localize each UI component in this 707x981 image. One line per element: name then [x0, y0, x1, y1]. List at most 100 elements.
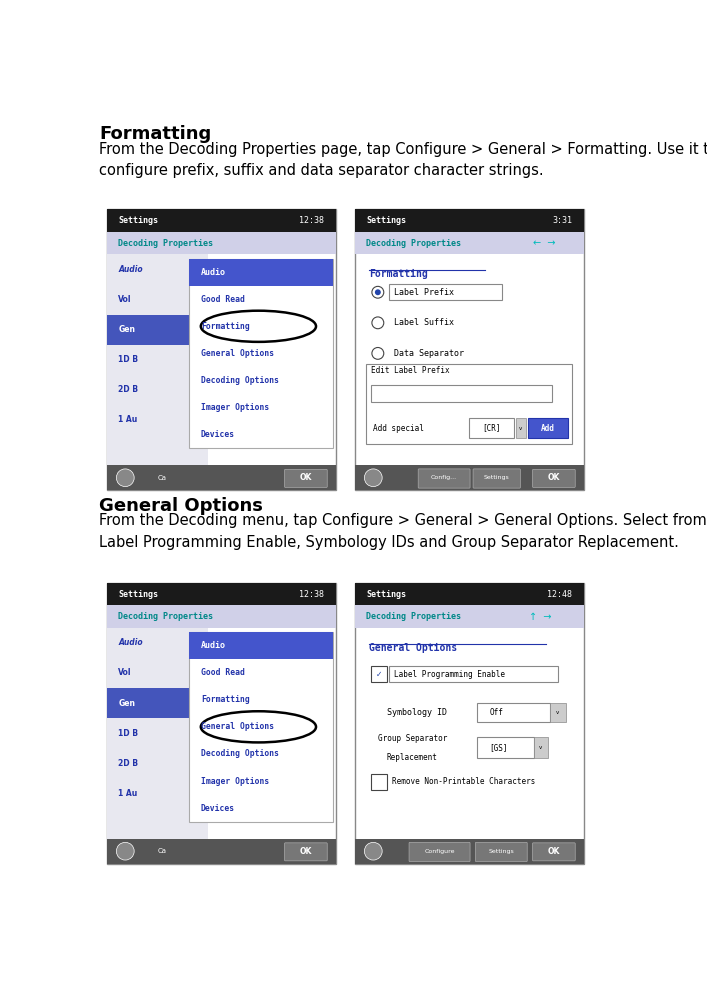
Text: Settings: Settings	[118, 590, 158, 598]
Circle shape	[375, 289, 381, 295]
Text: Formatting: Formatting	[99, 126, 211, 143]
Text: General Options: General Options	[368, 643, 457, 652]
Text: Audio: Audio	[201, 641, 226, 650]
Text: Audio: Audio	[118, 265, 143, 274]
FancyBboxPatch shape	[419, 469, 470, 489]
Text: 1 Au: 1 Au	[118, 415, 138, 425]
Bar	[107, 209, 336, 490]
Text: Gen: Gen	[118, 698, 136, 707]
Text: Imager Options: Imager Options	[201, 777, 269, 786]
Bar	[189, 632, 333, 822]
Text: ←  →: ← →	[533, 238, 556, 248]
Bar	[371, 774, 387, 790]
Text: Settings: Settings	[489, 849, 514, 853]
Text: OK: OK	[300, 473, 312, 483]
Bar	[107, 688, 208, 718]
Text: Good Read: Good Read	[201, 294, 245, 304]
Text: Settings: Settings	[484, 475, 510, 481]
FancyBboxPatch shape	[284, 469, 327, 488]
Text: 12:38: 12:38	[299, 590, 325, 598]
Bar	[189, 259, 333, 285]
Circle shape	[372, 286, 384, 298]
Bar	[189, 259, 333, 448]
Text: Decoding Properties: Decoding Properties	[118, 612, 214, 621]
Text: General Options: General Options	[99, 497, 263, 515]
Text: Config...: Config...	[431, 475, 457, 481]
Bar	[527, 418, 568, 438]
Text: 1 Au: 1 Au	[118, 789, 138, 798]
Bar	[189, 632, 333, 659]
Text: ↑  →: ↑ →	[529, 611, 551, 622]
Text: Label Prefix: Label Prefix	[394, 287, 454, 297]
Bar	[469, 418, 513, 438]
Text: Settings: Settings	[366, 216, 407, 225]
Bar	[534, 738, 548, 758]
Bar	[355, 583, 583, 864]
FancyBboxPatch shape	[409, 843, 470, 861]
Text: 2D B: 2D B	[118, 386, 139, 394]
Bar	[355, 209, 583, 232]
Text: v: v	[519, 426, 522, 431]
Text: Formatting: Formatting	[201, 696, 250, 704]
FancyBboxPatch shape	[473, 469, 520, 489]
Text: Add special: Add special	[373, 424, 424, 433]
Bar	[355, 232, 583, 254]
Text: Symbology ID: Symbology ID	[387, 707, 447, 716]
Bar	[515, 418, 525, 438]
Text: Formatting: Formatting	[201, 322, 250, 331]
Text: Label Suffix: Label Suffix	[394, 318, 454, 328]
Text: Decoding Options: Decoding Options	[201, 749, 279, 758]
Text: Settings: Settings	[118, 216, 158, 225]
Text: Decoding Properties: Decoding Properties	[118, 238, 214, 247]
Text: 12:38: 12:38	[299, 216, 325, 225]
Text: Label Programming Enable: Label Programming Enable	[394, 670, 505, 679]
Circle shape	[372, 317, 384, 329]
Bar	[107, 583, 336, 605]
Bar	[107, 209, 336, 232]
Circle shape	[364, 469, 382, 487]
Text: Formatting: Formatting	[368, 269, 428, 280]
FancyBboxPatch shape	[284, 843, 327, 860]
Text: v: v	[556, 709, 559, 714]
Bar	[355, 605, 583, 628]
Text: Vol: Vol	[118, 668, 132, 678]
Bar	[355, 465, 583, 490]
Text: [CR]: [CR]	[482, 424, 501, 433]
Text: General Options: General Options	[201, 349, 274, 358]
Text: Ca: Ca	[157, 849, 166, 854]
Text: 1D B: 1D B	[118, 729, 139, 738]
Bar	[390, 666, 559, 682]
Text: Imager Options: Imager Options	[201, 403, 269, 412]
Circle shape	[364, 843, 382, 860]
FancyBboxPatch shape	[532, 469, 575, 488]
Bar	[477, 738, 534, 758]
Text: OK: OK	[548, 847, 560, 855]
FancyBboxPatch shape	[475, 843, 527, 861]
Text: Remove Non-Printable Characters: Remove Non-Printable Characters	[392, 777, 535, 786]
Text: Audio: Audio	[118, 639, 143, 647]
Text: Decoding Options: Decoding Options	[201, 376, 279, 385]
Text: General Options: General Options	[201, 722, 274, 732]
Text: Replacement: Replacement	[387, 752, 438, 762]
Bar	[107, 232, 336, 254]
Bar	[371, 666, 387, 682]
Bar	[107, 315, 208, 344]
Text: Gen: Gen	[118, 325, 136, 335]
Text: Decoding Properties: Decoding Properties	[366, 612, 462, 621]
FancyBboxPatch shape	[532, 843, 575, 860]
Text: Group Separator: Group Separator	[378, 734, 448, 743]
Circle shape	[372, 347, 384, 359]
Text: From the Decoding Properties page, tap Configure > General > Formatting. Use it : From the Decoding Properties page, tap C…	[99, 141, 707, 178]
Text: Decoding Properties: Decoding Properties	[366, 238, 462, 247]
Bar	[355, 839, 583, 864]
Text: 2D B: 2D B	[118, 758, 139, 768]
Text: From the Decoding menu, tap Configure > General > General Options. Select from
L: From the Decoding menu, tap Configure > …	[99, 513, 707, 549]
Text: [GS]: [GS]	[489, 744, 508, 752]
Text: Ca: Ca	[157, 475, 166, 481]
Text: 1D B: 1D B	[118, 355, 139, 364]
Text: v: v	[539, 746, 542, 750]
Text: OK: OK	[548, 473, 560, 483]
Text: Configure: Configure	[424, 849, 455, 853]
Text: Edit Label Prefix: Edit Label Prefix	[370, 366, 450, 375]
Bar	[366, 364, 572, 444]
